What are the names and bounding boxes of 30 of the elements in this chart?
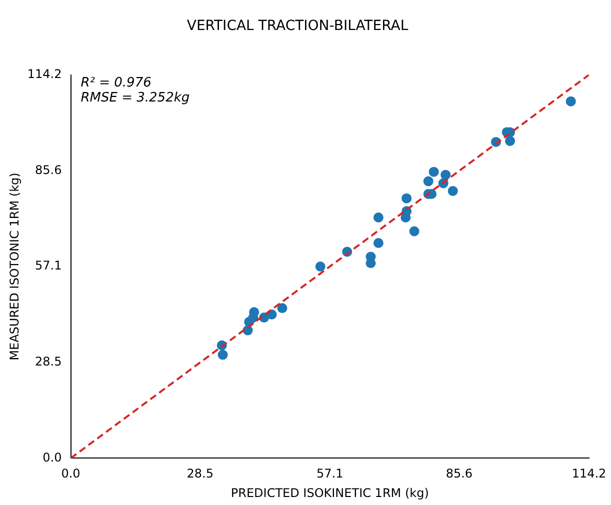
annotation: RMSE = 3.252kg [80, 90, 190, 106]
x-axis-title: PREDICTED ISOKINETIC 1RM (kg) [230, 486, 429, 500]
point [248, 312, 258, 323]
y-tick-label: 0.0 [42, 450, 62, 464]
point [315, 262, 326, 272]
y-tick-label: 114.2 [27, 66, 62, 81]
annotation: R² = 0.976 [80, 76, 152, 91]
point [428, 166, 439, 177]
point [448, 186, 458, 196]
point [566, 96, 576, 106]
point [373, 212, 384, 222]
x-tick-label: 28.5 [186, 466, 214, 481]
y-tick-label: 28.5 [35, 354, 62, 369]
y-tick-label: 57.1 [35, 258, 62, 273]
chart-title: VERTICAL TRACTION-BILATERAL [186, 18, 408, 34]
x-tick-label: 0.0 [61, 466, 80, 481]
x-tick-label: 114.2 [572, 466, 606, 481]
point [505, 136, 516, 146]
y-tick-label: 85.6 [35, 162, 62, 177]
point [440, 170, 451, 180]
x-tick-label: 57.1 [316, 466, 344, 481]
x-tick-label: 85.6 [446, 466, 473, 481]
point [402, 193, 412, 204]
point [373, 238, 384, 248]
point [423, 176, 434, 186]
point [366, 258, 376, 268]
y-axis-title: MEASURED ISOTONIC 1RM (kg) [7, 172, 22, 360]
point [277, 303, 288, 314]
point [218, 350, 228, 360]
point [409, 226, 420, 236]
